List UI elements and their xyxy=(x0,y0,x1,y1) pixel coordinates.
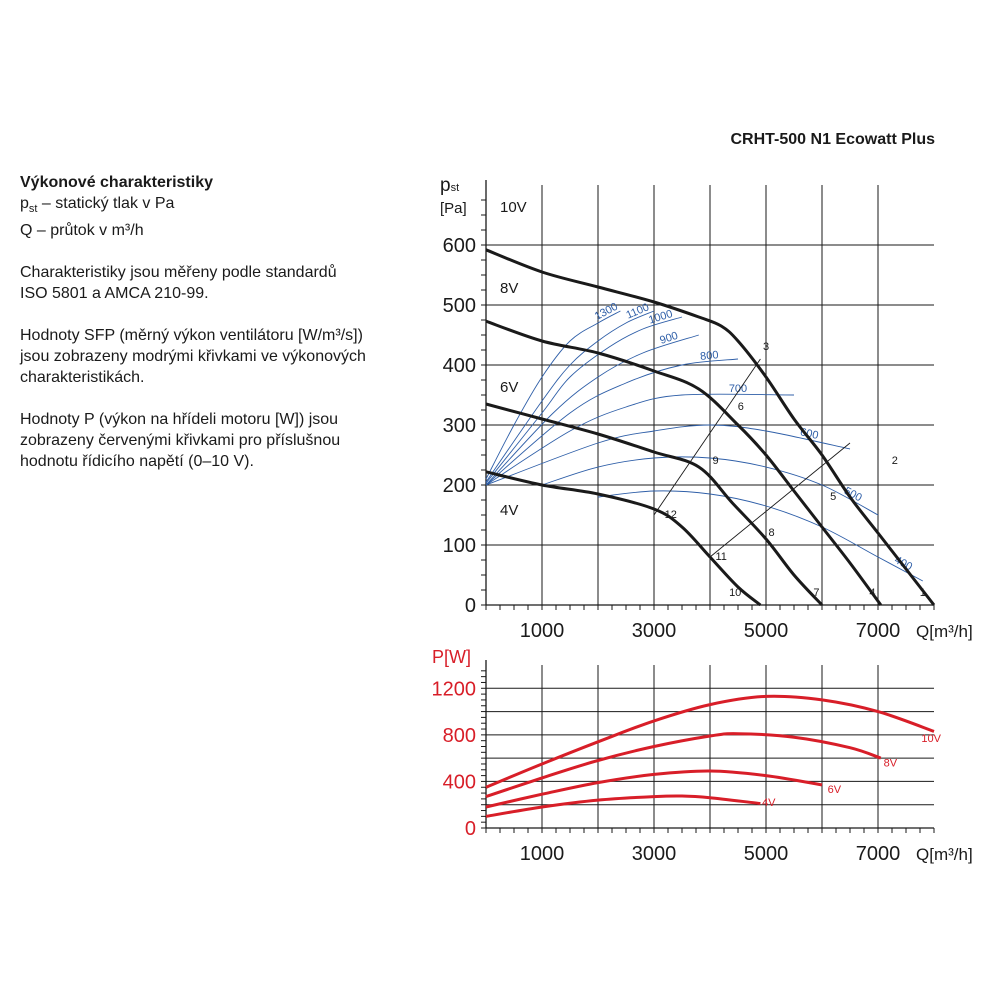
pressure-curve-8v xyxy=(485,319,883,606)
power-curve-8v xyxy=(485,732,882,799)
power-x-tick-label: 5000 xyxy=(744,843,789,865)
power-y-tick-label: 800 xyxy=(443,725,476,747)
q-definition: Q – průtok v m³/h xyxy=(20,222,144,240)
pressure-y-axis-unit: [Pa] xyxy=(440,200,467,217)
pressure-y-axis-subscript: st xyxy=(451,182,460,194)
sfp-label: 900 xyxy=(658,330,679,347)
operating-point-label: 5 xyxy=(830,491,836,503)
pressure-chart: 0 100 200 300 400 500 600 1000 3000 5000 7000 Q[m³/… xyxy=(440,175,973,642)
power-chart: 0 400 800 1200 1000 3000 5000 7000 Q[m³/h] P[W] 10… xyxy=(432,647,973,865)
sfp-curve xyxy=(485,310,655,483)
operating-point-label: 2 xyxy=(892,455,898,467)
pressure-curve-6v xyxy=(485,402,824,607)
operating-point-label: 6 xyxy=(738,401,744,413)
sfp-curve xyxy=(485,393,795,486)
operating-point-label: 7 xyxy=(813,587,819,599)
pressure-y-tick-label: 600 xyxy=(443,235,476,257)
pressure-x-axis-label: Q[m³/h] xyxy=(916,622,973,641)
standards-line-2: ISO 5801 a AMCA 210-99. xyxy=(20,285,209,303)
pressure-y-tick-label: 200 xyxy=(443,475,476,497)
sfp-line-3: charakteristikách. xyxy=(20,369,145,387)
sfp-curve xyxy=(485,334,699,486)
power-curve-10v xyxy=(485,694,935,789)
power-y-axis-label: P[W] xyxy=(432,647,471,667)
sfp-label: 1000 xyxy=(647,308,674,327)
operating-point-label: 10 xyxy=(729,587,741,599)
pst-definition: pst – statický tlak v Pa xyxy=(20,193,440,220)
sfp-label: 700 xyxy=(729,383,747,395)
power-x-tick-label: 7000 xyxy=(856,843,901,865)
pressure-curve-label: 6V xyxy=(500,379,518,396)
pst-text: – statický tlak v Pa xyxy=(37,195,175,212)
pressure-x-tick-label: 3000 xyxy=(632,620,677,642)
pressure-curve-10v xyxy=(485,248,936,606)
pressure-y-tick-label: 400 xyxy=(443,355,476,377)
power-y-tick-label: 0 xyxy=(465,818,476,840)
power-y-tick-label: 400 xyxy=(443,771,476,793)
power-curve-label: 6V xyxy=(828,784,842,796)
pressure-x-tick-label: 7000 xyxy=(856,620,901,642)
pressure-curve-4v xyxy=(485,470,762,607)
power-line-2: zobrazeny červenými křivkami pro přísluš… xyxy=(20,432,341,450)
pressure-y-tick-label: 300 xyxy=(443,415,476,437)
description-panel: Výkonové charakteristiky pst – statický … xyxy=(20,172,440,493)
operating-point-label: 12 xyxy=(665,509,677,521)
operating-point-label: 11 xyxy=(715,551,726,563)
operating-point-label: 3 xyxy=(763,341,769,353)
pressure-y-tick-label: 0 xyxy=(465,595,476,617)
product-title: CRHT-500 N1 Ecowatt Plus xyxy=(730,131,936,148)
pressure-x-tick-label: 5000 xyxy=(744,620,789,642)
system-line xyxy=(653,358,761,516)
sfp-label: 1300 xyxy=(593,301,620,323)
sfp-line-1: Hodnoty SFP (měrný výkon ventilátoru [W/… xyxy=(20,327,363,345)
sfp-line-2: jsou zobrazeny modrými křivkami ve výkon… xyxy=(20,348,366,366)
sfp-curve xyxy=(485,358,739,486)
power-x-axis-label: Q[m³/h] xyxy=(916,845,973,864)
power-curve-label: 4V xyxy=(762,797,776,809)
power-curve-label: 10V xyxy=(921,733,941,745)
operating-point-label: 4 xyxy=(869,587,875,599)
pressure-curve-label: 8V xyxy=(500,280,518,297)
power-line-3: hodnotu řídicího napětí (0–10 V). xyxy=(20,453,254,471)
description-title: Výkonové charakteristiky xyxy=(20,174,213,191)
power-x-tick-label: 1000 xyxy=(520,843,565,865)
power-curve-6v xyxy=(485,769,823,809)
power-x-tick-label: 3000 xyxy=(632,843,677,865)
sfp-label: 1100 xyxy=(624,301,650,321)
power-curve-label: 8V xyxy=(884,757,898,769)
sfp-curve xyxy=(485,316,683,484)
sfp-curve xyxy=(485,424,851,486)
power-y-tick-label: 1200 xyxy=(432,678,477,700)
pst-subscript: st xyxy=(28,203,38,216)
operating-point-label: 8 xyxy=(769,527,775,539)
operating-point-label: 9 xyxy=(713,455,719,467)
sfp-curve xyxy=(485,310,621,480)
sfp-curve xyxy=(597,490,924,582)
sfp-label: 800 xyxy=(700,349,720,363)
pressure-curve-label: 10V xyxy=(500,199,527,216)
power-curve-4v xyxy=(485,794,761,818)
pressure-y-tick-label: 500 xyxy=(443,295,476,317)
sfp-curve xyxy=(541,456,879,516)
operating-point-label: 1 xyxy=(920,587,926,599)
pst-symbol: p xyxy=(20,195,29,212)
pressure-x-tick-label: 1000 xyxy=(520,620,565,642)
standards-line-1: Charakteristiky jsou měřeny podle standa… xyxy=(20,264,337,282)
power-line-1: Hodnoty P (výkon na hřídeli motoru [W]) … xyxy=(20,411,339,429)
pressure-y-axis-symbol: pst xyxy=(440,175,459,196)
pressure-y-tick-label: 100 xyxy=(443,535,476,557)
pressure-curve-label: 4V xyxy=(500,502,518,519)
